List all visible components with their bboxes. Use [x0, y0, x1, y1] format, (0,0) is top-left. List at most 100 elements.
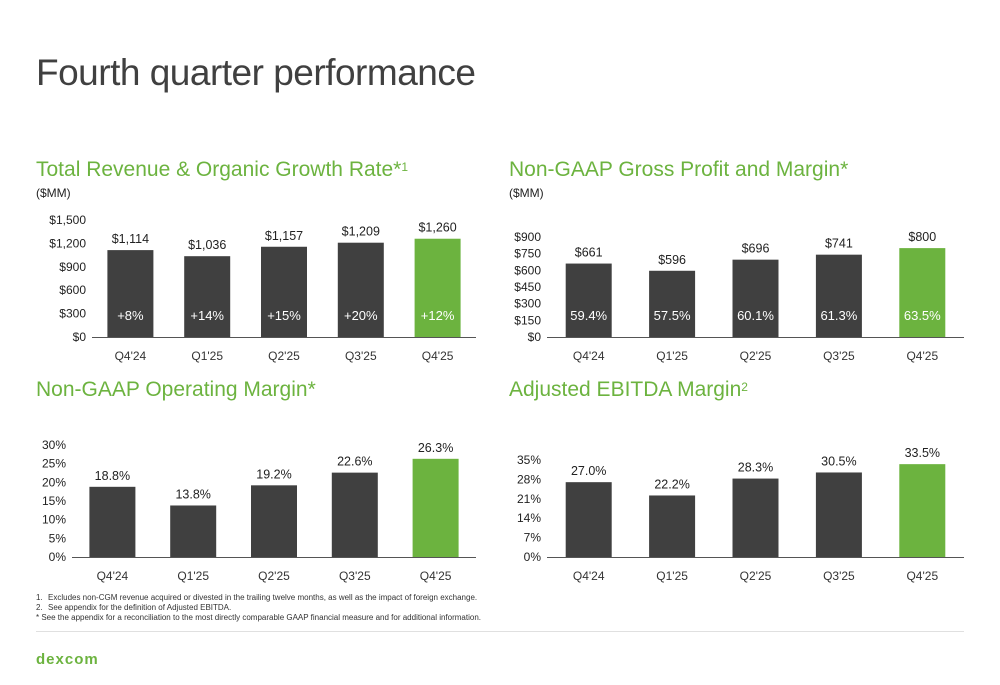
- bar-inner-label: +14%: [190, 308, 224, 323]
- bar: [815, 254, 862, 337]
- x-tick-label: Q4'24: [573, 569, 605, 583]
- y-tick-label: $150: [514, 313, 541, 327]
- x-tick-label: Q2'25: [740, 569, 772, 583]
- bar-value-label: $1,114: [112, 232, 149, 246]
- bar-value-label: $1,209: [342, 225, 380, 239]
- y-tick-label: $900: [59, 260, 86, 274]
- bar-value-label: 27.0%: [571, 464, 606, 478]
- y-tick-label: 14%: [517, 511, 541, 525]
- bar: [337, 242, 384, 337]
- y-tick-label: $0: [73, 330, 87, 344]
- bar-value-label: $800: [908, 230, 936, 244]
- bar: [412, 458, 459, 557]
- y-tick-label: 10%: [42, 513, 66, 527]
- bar: [331, 472, 378, 557]
- footnote-number: 1.: [36, 593, 43, 602]
- x-tick-label: Q3'25: [823, 569, 855, 583]
- bar: [261, 246, 307, 337]
- y-tick-label: $600: [514, 263, 541, 277]
- bar-inner-label: +12%: [421, 308, 455, 323]
- bar-value-label: $661: [575, 246, 603, 260]
- footnote-number: 2.: [36, 603, 43, 612]
- chart-title-text: Non-GAAP Operating Margin*: [36, 378, 316, 401]
- bar-value-label: 19.2%: [256, 467, 291, 481]
- bar-value-label: $1,157: [265, 229, 303, 243]
- ebitda-margin-chart: Adjusted EBITDA Margin2 0% 7% 14% 21% 28% 35%…: [509, 378, 964, 588]
- bar: [649, 495, 696, 557]
- bar-value-label: 22.2%: [654, 477, 689, 491]
- bar-inner-label: +20%: [344, 308, 378, 323]
- y-tick-label: $1,200: [49, 236, 86, 250]
- bar-value-label: $741: [825, 237, 853, 251]
- y-tick-label: $300: [59, 307, 86, 321]
- chart-title: Non-GAAP Gross Profit and Margin*: [509, 158, 848, 182]
- page-title: Fourth quarter performance: [36, 52, 476, 93]
- footnote-text: Excludes non-CGM revenue acquired or div…: [48, 593, 478, 602]
- bar-value-label: 30.5%: [821, 454, 856, 468]
- bar: [170, 505, 217, 557]
- y-tick-label: 7%: [524, 531, 542, 545]
- bar-inner-label: 63.5%: [904, 308, 941, 323]
- chart-title-text: Total Revenue & Organic Growth Rate*: [36, 158, 402, 181]
- y-tick-label: $750: [514, 247, 541, 261]
- bar-inner-label: 59.4%: [570, 308, 607, 323]
- bar: [899, 248, 946, 337]
- footer-divider: [36, 631, 964, 632]
- operating-margin-bar-chart: 0% 5% 10% 15% 20% 25% 30% 18.8% Q4'24 13.8% Q1'25 1…: [42, 438, 476, 583]
- x-tick-label: Q1'25: [191, 349, 223, 363]
- y-tick-label: 28%: [517, 472, 541, 486]
- y-tick-label: 25%: [42, 457, 66, 471]
- bar-inner-label: +15%: [267, 308, 301, 323]
- y-tick-label: 20%: [42, 475, 66, 489]
- y-tick-label: $300: [514, 297, 541, 311]
- bar: [815, 472, 862, 557]
- chart-title: Adjusted EBITDA Margin2: [509, 378, 748, 402]
- y-tick-label: $450: [514, 280, 541, 294]
- y-tick-label: $900: [514, 230, 541, 244]
- chart-unit-label: ($MM): [509, 186, 544, 200]
- dexcom-logo: dexcom: [36, 651, 99, 668]
- x-tick-label: Q4'25: [906, 569, 938, 583]
- x-tick-label: Q2'25: [258, 569, 290, 583]
- x-tick-label: Q3'25: [345, 349, 377, 363]
- bar-value-label: $1,260: [418, 221, 456, 235]
- x-tick-label: Q2'25: [268, 349, 300, 363]
- footnotes: 1. Excludes non-CGM revenue acquired or d…: [36, 593, 481, 623]
- footnote-1: 1. Excludes non-CGM revenue acquired or d…: [36, 593, 481, 603]
- y-tick-label: 0%: [49, 550, 67, 564]
- chart-title-text: Adjusted EBITDA Margin: [509, 378, 742, 401]
- bar: [565, 263, 612, 337]
- footnote-2: 2. See appendix for the definition of Adj…: [36, 603, 481, 613]
- bar: [565, 482, 612, 557]
- bar-value-label: $596: [658, 253, 686, 267]
- bar: [107, 250, 154, 337]
- y-tick-label: $0: [528, 330, 542, 344]
- ebitda-margin-bar-chart: 0% 7% 14% 21% 28% 35% 27.0% Q4'24 22.2% Q1'25 28.3…: [517, 446, 964, 583]
- bar-inner-label: 61.3%: [820, 308, 857, 323]
- y-tick-label: 5%: [49, 531, 67, 545]
- chart-unit-label: ($MM): [36, 186, 71, 200]
- bar-inner-label: +8%: [117, 308, 144, 323]
- bar-inner-label: 57.5%: [654, 308, 691, 323]
- chart-title-footnote-ref: 1: [401, 160, 409, 174]
- y-tick-label: 0%: [524, 550, 542, 564]
- x-tick-label: Q2'25: [740, 349, 772, 363]
- bar: [251, 485, 297, 557]
- x-tick-label: Q1'25: [656, 349, 688, 363]
- bar: [89, 486, 136, 557]
- gross-profit-bar-chart: $0 $150 $300 $450 $600 $750 $900 $661 59.4% Q4'24…: [514, 230, 964, 363]
- bar-value-label: 28.3%: [738, 461, 773, 475]
- chart-title: Non-GAAP Operating Margin*: [36, 378, 316, 402]
- chart-title-footnote-ref: 2: [741, 380, 748, 394]
- chart-title-text: Non-GAAP Gross Profit and Margin*: [509, 158, 849, 181]
- x-tick-label: Q3'25: [339, 569, 371, 583]
- bar: [732, 259, 779, 337]
- footnote-text: See appendix for the definition of Adjus…: [48, 603, 232, 612]
- x-tick-label: Q4'25: [422, 349, 454, 363]
- bar-value-label: $696: [742, 242, 770, 256]
- y-tick-label: 30%: [42, 438, 66, 452]
- bar-value-label: $1,036: [188, 238, 226, 252]
- bar: [184, 256, 231, 337]
- y-tick-label: $1,500: [49, 213, 86, 227]
- x-tick-label: Q4'24: [573, 349, 605, 363]
